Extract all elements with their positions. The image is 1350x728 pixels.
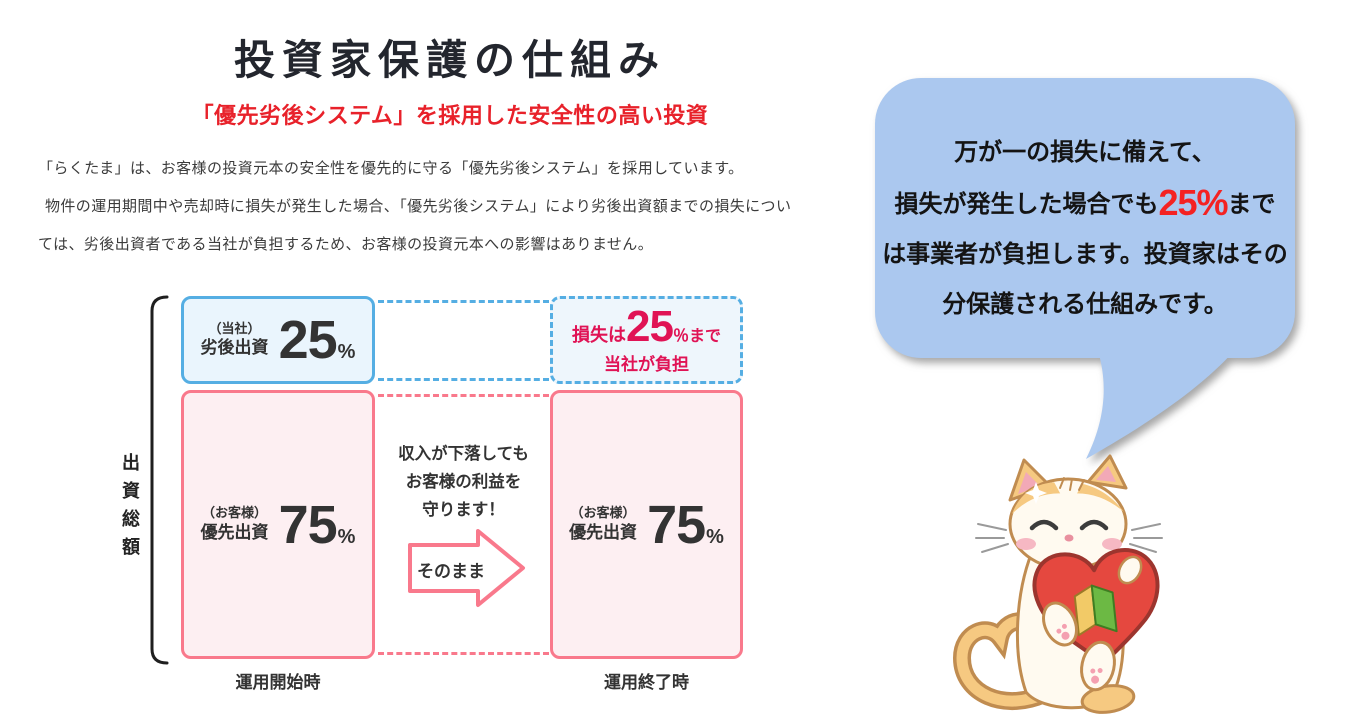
subordinated-percentage-unit: % bbox=[337, 341, 356, 363]
priority-type-label-start: 優先出資 bbox=[200, 522, 269, 542]
description-paragraph: 「らくたま」は、お客様の投資元本の安全性を優先的に守る「優先劣後システム」を採用… bbox=[38, 150, 850, 264]
period-label-end: 運用終了時 bbox=[604, 673, 689, 692]
connector-blue-bottom bbox=[378, 378, 549, 381]
protection-note-line-1: 収入が下落しても bbox=[398, 445, 529, 463]
speech-bubble-text: 万が一の損失に備えて、 損失が発生した場合でも25%まで は事業者が負担します。… bbox=[875, 128, 1295, 330]
page-title: 投資家保護の仕組み bbox=[234, 37, 666, 83]
speech-bubble: 万が一の損失に備えて、 損失が発生した場合でも25%まで は事業者が負担します。… bbox=[875, 78, 1295, 463]
priority-type-label-end: 優先出資 bbox=[569, 522, 638, 542]
speech-bubble-tail bbox=[1086, 351, 1234, 459]
subordinated-type-label: 劣後出資 bbox=[200, 338, 269, 358]
protection-note: 収入が下落しても お客様の利益を 守ります！ bbox=[378, 440, 549, 524]
loss-suffix-text: ％まで bbox=[672, 328, 721, 345]
connector-pink-bottom bbox=[378, 652, 549, 655]
priority-investment-box-end: （お客様） 優先出資 75 % bbox=[550, 390, 743, 659]
connector-blue-top bbox=[378, 300, 549, 303]
callout-line-2: 損失が発生した場合でも25%まで bbox=[894, 182, 1276, 223]
subordinated-investment-box-start: （当社） 劣後出資 25 % bbox=[181, 296, 375, 384]
subordinated-percentage-value: 25 bbox=[278, 310, 338, 370]
priority-percentage-value-start: 75 bbox=[278, 494, 338, 555]
priority-party-label-end: （お客様） bbox=[570, 505, 636, 521]
speech-bubble-body bbox=[875, 78, 1295, 358]
total-bracket bbox=[150, 295, 169, 665]
callout-line-1: 万が一の損失に備えて、 bbox=[954, 139, 1216, 166]
page-subtitle: 「優先劣後システム」を採用した安全性の高い投資 bbox=[191, 103, 709, 128]
arrow-label: そのまま bbox=[417, 562, 485, 581]
connector-pink-top bbox=[378, 394, 549, 397]
loss-prefix-text: 損失は bbox=[572, 325, 627, 345]
loss-coverage-box-end: 損失は 25 ％まで 当社が負担 bbox=[550, 296, 743, 384]
total-investment-label: 出資総額 bbox=[120, 453, 140, 565]
subordinated-party-label: （当社） bbox=[208, 320, 261, 336]
callout-highlight-percentage: 25% bbox=[1158, 182, 1228, 223]
priority-percentage-unit-start: % bbox=[337, 525, 356, 548]
description-line-1: 「らくたま」は、お客様の投資元本の安全性を優先的に守る「優先劣後システム」を採用… bbox=[38, 160, 744, 177]
loss-percentage-value: 25 bbox=[626, 302, 674, 351]
priority-percentage-value-end: 75 bbox=[647, 494, 706, 555]
protection-note-line-2: お客様の利益を bbox=[405, 473, 522, 491]
loss-covered-by-company-text: 当社が負担 bbox=[604, 355, 689, 374]
period-label-start: 運用開始時 bbox=[235, 673, 321, 692]
priority-party-label-start: （お客様） bbox=[202, 505, 268, 521]
right-arrow-icon bbox=[408, 529, 525, 607]
description-line-3: ては、劣後出資者である当社が負担するため、お客様の投資元本への影響はありません。 bbox=[38, 236, 654, 253]
callout-line-4: 分保護される仕組みです。 bbox=[942, 291, 1228, 318]
cat-mascot-illustration bbox=[952, 454, 1163, 714]
description-line-2: 物件の運用期間中や売却時に損失が発生した場合、「優先劣後システム」により劣後出資… bbox=[45, 198, 792, 215]
callout-line-3: は事業者が負担します。投資家はその bbox=[882, 241, 1288, 268]
protection-note-line-3: 守ります！ bbox=[422, 501, 505, 519]
priority-investment-box-start: （お客様） 優先出資 75 % bbox=[181, 390, 375, 659]
priority-percentage-unit-end: % bbox=[706, 525, 724, 548]
